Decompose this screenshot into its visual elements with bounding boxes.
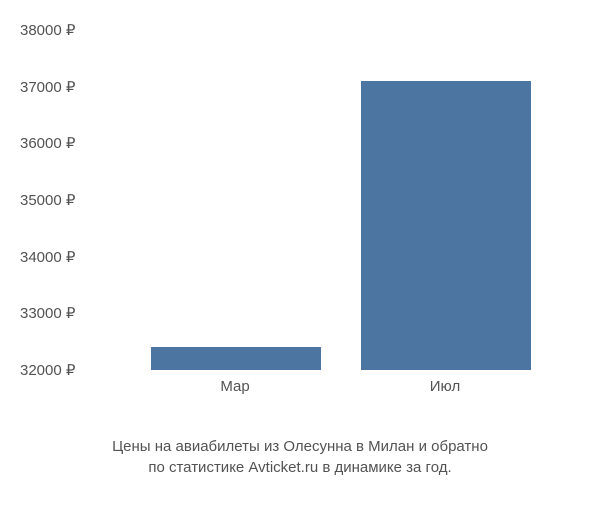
chart-caption: Цены на авиабилеты из Олесунна в Милан и… [0,436,600,478]
x-tick-label: Июл [430,378,460,395]
x-tick-label: Мар [220,378,249,395]
y-tick-label: 37000 ₽ [20,78,75,96]
plot-area [110,30,570,370]
y-tick-label: 38000 ₽ [20,21,75,39]
y-tick-label: 34000 ₽ [20,248,75,266]
y-tick-label: 33000 ₽ [20,304,75,322]
y-tick-label: 35000 ₽ [20,191,75,209]
y-tick-label: 36000 ₽ [20,134,75,152]
caption-line-2: по статистике Avticket.ru в динамике за … [0,457,600,478]
bar [151,347,321,370]
caption-line-1: Цены на авиабилеты из Олесунна в Милан и… [0,436,600,457]
y-tick-label: 32000 ₽ [20,361,75,379]
price-chart: 32000 ₽ 33000 ₽ 34000 ₽ 35000 ₽ 36000 ₽ 37000… [20,20,580,400]
bar [361,81,531,370]
